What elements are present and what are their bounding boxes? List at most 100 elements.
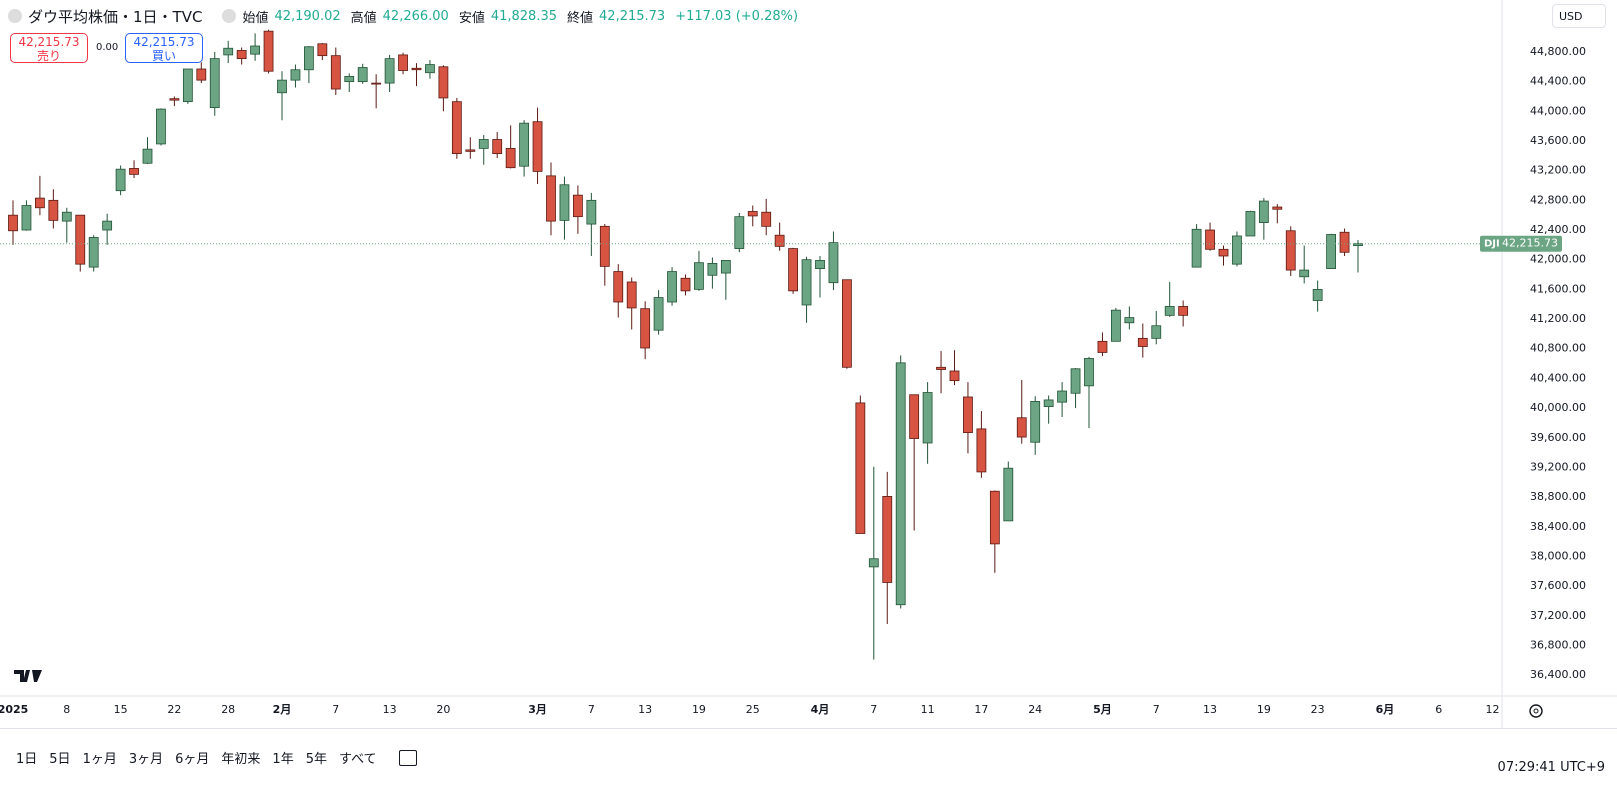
x-tick-label: 3月	[528, 703, 547, 716]
candle-body	[747, 211, 758, 217]
candle-body	[761, 211, 772, 227]
legend: ダウ平均株価・1日・TVC 始値 42,190.02 高値 42,266.00 安値…	[8, 4, 802, 28]
candle-body	[21, 205, 32, 231]
candle-body	[398, 54, 408, 71]
range-button[interactable]: 3ヶ月	[128, 752, 164, 767]
range-button[interactable]: 1年	[272, 752, 294, 767]
x-tick-label: 6月	[1376, 703, 1395, 716]
x-tick-label: 17	[974, 703, 988, 716]
candle-body	[667, 271, 677, 303]
y-tick-label: 42,800.00	[1530, 193, 1586, 206]
y-tick-label: 44,400.00	[1530, 75, 1586, 88]
y-tick-label: 41,600.00	[1530, 282, 1586, 295]
candle-body	[882, 496, 893, 583]
candle-body	[855, 402, 866, 534]
candle-body	[75, 214, 86, 265]
candle-body	[236, 50, 247, 60]
candle-body	[330, 55, 341, 90]
candle-body	[478, 139, 489, 149]
y-tick-label: 42,400.00	[1530, 223, 1586, 236]
range-button[interactable]: すべて	[338, 752, 377, 767]
candle-body	[1258, 200, 1269, 224]
candle-body	[963, 396, 973, 433]
candle-body	[411, 67, 422, 71]
candle-body	[384, 58, 395, 84]
candle-body	[1205, 229, 1215, 250]
x-tick-label: 28	[221, 703, 235, 716]
candle-body	[451, 101, 462, 154]
candle-body	[169, 98, 180, 101]
candle-body	[1137, 337, 1148, 347]
candle-body	[828, 242, 839, 284]
symbol-tag: DJI	[1484, 239, 1500, 250]
candle-body	[976, 428, 987, 473]
range-button[interactable]: 6ヶ月	[175, 752, 210, 767]
range-button[interactable]: 1ヶ月	[82, 752, 117, 767]
candle-body	[1003, 467, 1014, 522]
candle-body	[1339, 231, 1350, 253]
y-tick-label: 38,000.00	[1530, 550, 1586, 563]
candle-body	[694, 262, 704, 290]
change-value: +117.03 (+0.28%)	[675, 8, 799, 24]
candle-body	[1097, 340, 1108, 353]
candle-body	[989, 490, 1000, 545]
close-value: 42,215.73	[599, 8, 666, 24]
buy-button[interactable]: 42,215.73 買い	[125, 33, 203, 63]
buy-label: 買い	[151, 49, 176, 63]
candle-body	[1299, 269, 1310, 278]
range-button[interactable]: 5年	[305, 752, 327, 767]
last-price-label: 42,215.73	[1502, 237, 1558, 250]
y-tick-label: 40,800.00	[1530, 342, 1586, 355]
y-tick-label: 36,800.00	[1530, 639, 1586, 652]
x-tick-label: 7	[588, 703, 595, 716]
y-tick-label: 38,800.00	[1530, 490, 1586, 503]
candle-body	[801, 259, 812, 306]
x-tick-label: 2025	[0, 703, 28, 716]
candle-body	[613, 271, 624, 303]
range-button[interactable]: 1日	[16, 752, 38, 767]
y-tick-label: 37,200.00	[1530, 609, 1586, 622]
date-range-icon[interactable]	[398, 749, 417, 766]
y-tick-label: 37,600.00	[1530, 579, 1586, 592]
candle-body	[35, 197, 45, 209]
candle-body	[102, 220, 113, 231]
x-tick-label: 24	[1028, 703, 1042, 716]
chart: 36,400.00 36,800.00 37,200.00 37,600.00 38,0…	[0, 0, 1617, 728]
y-tick-label: 39,200.00	[1530, 460, 1586, 473]
candle-body	[371, 82, 382, 85]
sell-button[interactable]: 42,215.73 売り	[10, 33, 88, 63]
settings-icon[interactable]	[1529, 704, 1543, 718]
range-button[interactable]: 年初来	[221, 752, 261, 767]
candle-body	[720, 260, 731, 274]
candle-body	[586, 199, 597, 225]
buy-price: 42,215.73	[133, 35, 195, 49]
sell-price: 42,215.73	[18, 35, 80, 49]
x-tick-label: 5月	[1093, 703, 1112, 716]
low-label: 安値	[458, 10, 485, 26]
candle-body	[734, 216, 745, 249]
x-tick-label: 4月	[811, 703, 830, 716]
symbol-title[interactable]: ダウ平均株価・1日・TVC	[28, 7, 203, 26]
hide-button[interactable]	[222, 9, 237, 23]
candle-body	[317, 43, 328, 57]
y-tick-label: 40,000.00	[1530, 401, 1586, 414]
range-button[interactable]: 5日	[49, 752, 71, 767]
candle-body	[1151, 325, 1162, 339]
candle-body	[936, 366, 946, 370]
candle-body	[142, 148, 153, 164]
x-tick-label: 20	[436, 703, 450, 716]
candle-body	[182, 68, 193, 103]
y-tick-label: 43,200.00	[1530, 164, 1586, 177]
candle-body	[156, 108, 166, 145]
candle-body	[250, 45, 261, 55]
range-toolbar: 1日 5日 1ヶ月 3ヶ月 6ヶ月 年初来 1年 5年 すべて	[0, 728, 1617, 786]
candle-body	[492, 139, 503, 154]
candle-body	[1124, 317, 1135, 324]
candle-body	[653, 297, 664, 331]
candle-body	[1178, 306, 1189, 316]
sell-label: 売り	[36, 49, 61, 63]
candle-body	[1030, 401, 1041, 443]
x-tick-label: 13	[383, 703, 397, 716]
candle-body	[1272, 206, 1283, 210]
currency-select[interactable]: USD	[1552, 4, 1606, 28]
